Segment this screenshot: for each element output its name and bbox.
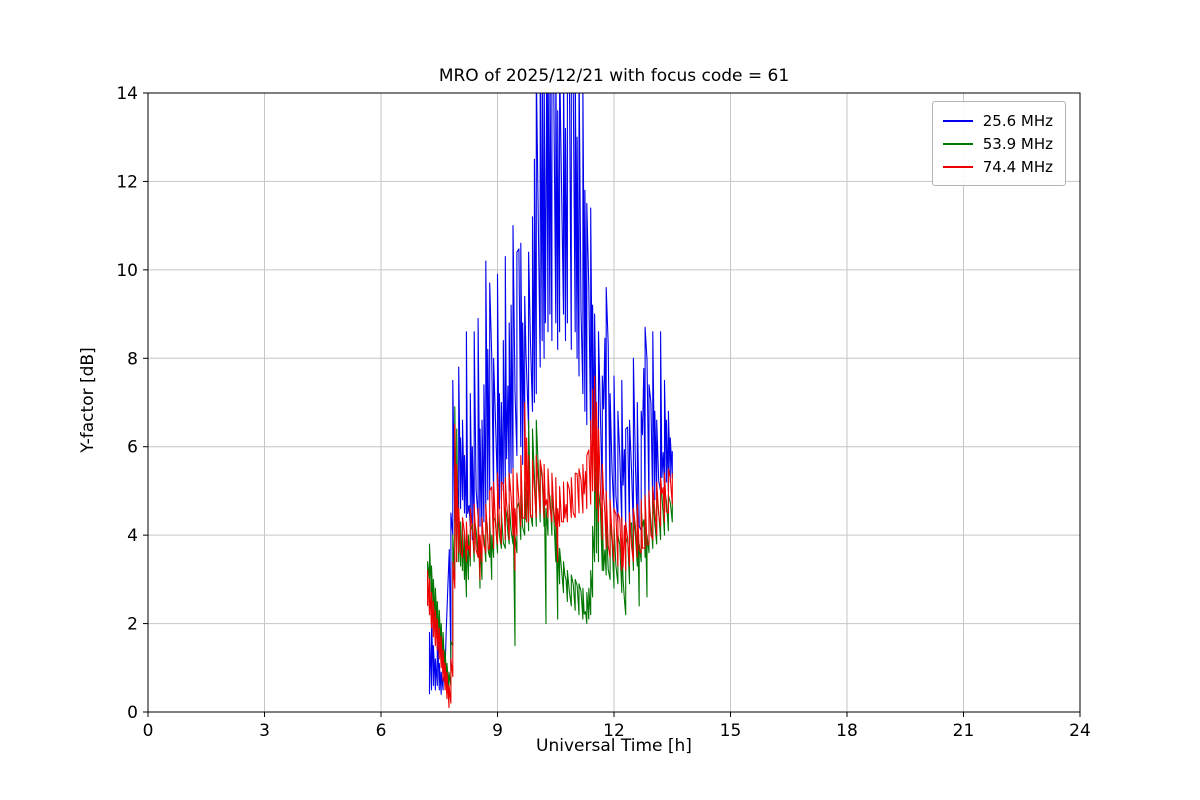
svg-text:24: 24 bbox=[1069, 721, 1091, 741]
legend: 25.6 MHz 53.9 MHz 74.4 MHz bbox=[931, 101, 1066, 186]
svg-text:3: 3 bbox=[259, 721, 270, 741]
svg-text:0: 0 bbox=[143, 721, 154, 741]
legend-item: 53.9 MHz bbox=[942, 132, 1053, 155]
svg-text:4: 4 bbox=[127, 526, 138, 546]
svg-text:12: 12 bbox=[603, 721, 625, 741]
legend-line-swatch bbox=[942, 119, 973, 122]
svg-text:15: 15 bbox=[720, 721, 742, 741]
legend-item: 25.6 MHz bbox=[942, 109, 1053, 132]
y-axis-label: Y-factor [dB] bbox=[78, 347, 98, 453]
svg-text:0: 0 bbox=[127, 703, 138, 723]
svg-text:10: 10 bbox=[116, 261, 138, 281]
svg-text:2: 2 bbox=[127, 615, 138, 635]
legend-line-swatch bbox=[942, 165, 973, 168]
svg-text:8: 8 bbox=[127, 349, 138, 369]
x-axis-label: Universal Time [h] bbox=[536, 736, 692, 756]
legend-label: 74.4 MHz bbox=[982, 157, 1053, 176]
svg-text:18: 18 bbox=[836, 721, 858, 741]
legend-item: 74.4 MHz bbox=[942, 155, 1053, 178]
svg-text:6: 6 bbox=[127, 438, 138, 458]
legend-line-swatch bbox=[942, 142, 973, 145]
svg-text:12: 12 bbox=[116, 172, 138, 192]
svg-text:21: 21 bbox=[953, 721, 975, 741]
legend-label: 25.6 MHz bbox=[982, 111, 1053, 130]
chart-title: MRO of 2025/12/21 with focus code = 61 bbox=[438, 66, 790, 86]
svg-text:9: 9 bbox=[492, 721, 503, 741]
svg-text:6: 6 bbox=[376, 721, 387, 741]
svg-text:14: 14 bbox=[116, 84, 138, 104]
legend-label: 53.9 MHz bbox=[982, 134, 1053, 153]
